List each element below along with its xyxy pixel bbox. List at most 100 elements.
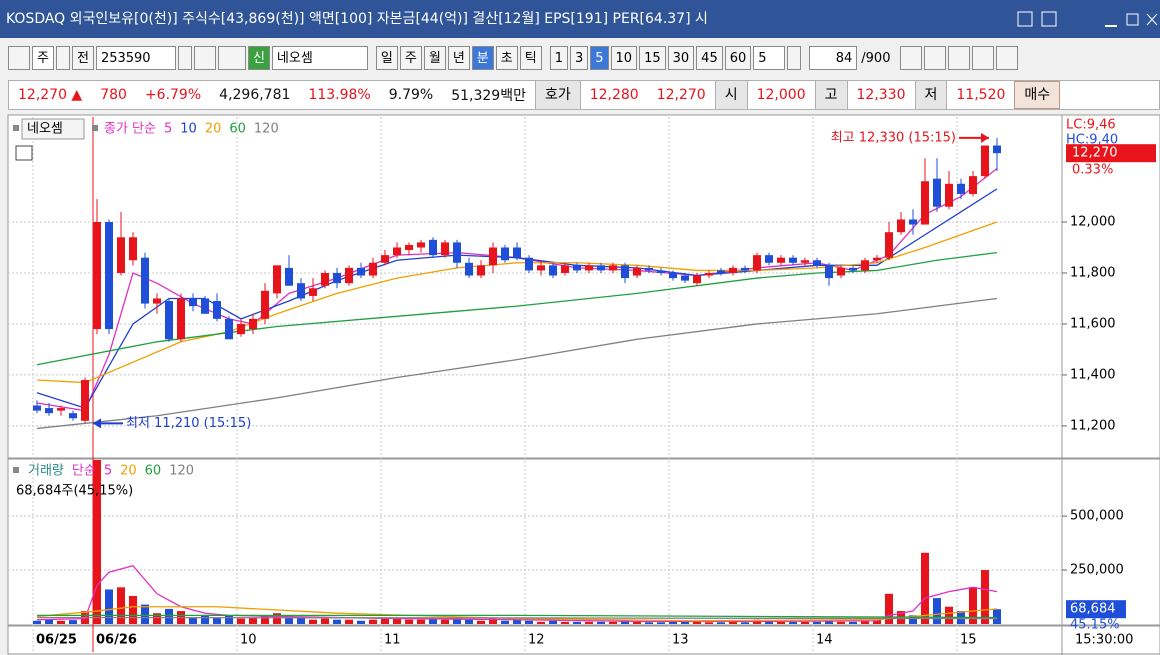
candle-body	[501, 247, 509, 261]
last-volume-box	[1066, 600, 1126, 619]
candle-body	[33, 405, 41, 411]
quote-up: 12,280	[589, 87, 639, 103]
candle-body	[933, 178, 941, 207]
panel-icon	[92, 125, 98, 131]
tool-icon[interactable]	[900, 46, 923, 70]
interval-button[interactable]: 15	[639, 46, 666, 70]
period-button[interactable]: 년	[447, 46, 470, 70]
icon[interactable]	[1017, 11, 1033, 27]
candle-body	[897, 219, 905, 233]
interval-button[interactable]: 1	[549, 46, 568, 70]
quote-up: 113.98%	[308, 87, 371, 103]
volume-bar	[741, 622, 749, 624]
x-tick-label: 14	[816, 633, 833, 648]
hc-label: HC:9,40	[1066, 133, 1118, 148]
candle-body	[333, 272, 341, 284]
period-button[interactable]: 일	[375, 46, 398, 70]
volume-bar	[789, 621, 797, 624]
interval-button[interactable]: 3	[569, 46, 589, 70]
candle-body	[93, 222, 101, 330]
candle-body	[801, 260, 809, 263]
count-input[interactable]: 84	[809, 46, 858, 70]
volume-bar	[285, 617, 293, 624]
volume-bar	[381, 618, 389, 624]
quote-label: 고	[814, 81, 848, 109]
x-tick-label: 15	[960, 633, 977, 648]
close[interactable]	[1146, 13, 1158, 26]
ma-line	[37, 614, 998, 619]
quote-plain: 4,296,781	[219, 87, 291, 103]
ma-line	[36, 616, 998, 620]
interval-button[interactable]: 45	[696, 46, 723, 70]
title-bar: KOSDAQ 외국인보유[0(천)] 주식수[43,869(천)] 액면[100…	[0, 0, 1160, 38]
period-button[interactable]: 틱	[519, 46, 542, 70]
quote-up: 12,000	[756, 87, 806, 103]
candle-body	[813, 260, 821, 266]
candle-body	[213, 301, 221, 319]
period-button[interactable]: 초	[495, 46, 518, 70]
volume-bar	[345, 619, 353, 624]
quote-row: 12,270 ▲ 780 +6.79% 4,296,781 113.98% 9.79% 51…	[8, 80, 1160, 110]
volume-bar	[105, 589, 113, 624]
volume-bar	[417, 619, 425, 624]
interval-button[interactable]: 10	[610, 46, 638, 70]
volume-panel	[7, 458, 1160, 626]
volume-bar	[249, 617, 257, 624]
volume-bar	[93, 460, 101, 624]
last-price-box	[1066, 144, 1156, 163]
quote-up: 780	[100, 87, 127, 103]
candle-body	[729, 267, 737, 273]
candle-body	[261, 290, 269, 319]
code-input[interactable]: 253590	[95, 46, 176, 70]
tool-icon[interactable]	[948, 46, 971, 70]
dropdown[interactable]	[787, 46, 802, 70]
panel-label-box	[21, 118, 85, 140]
volume-bar	[777, 621, 785, 624]
candle-body	[549, 265, 557, 276]
volume-bar	[69, 620, 77, 624]
volume-bar	[633, 621, 641, 624]
dropdown[interactable]	[177, 46, 192, 70]
candle-body	[129, 237, 137, 261]
arrow-head	[981, 132, 989, 143]
quote-button[interactable]: 매수	[1014, 81, 1061, 109]
period-button[interactable]: 주	[399, 46, 422, 70]
x-tick-label: 06/26	[96, 633, 137, 648]
table-icon[interactable]	[15, 145, 33, 161]
interval-button[interactable]: 5	[590, 46, 609, 70]
period-button[interactable]: 분	[471, 46, 494, 70]
market-select[interactable]: 주	[32, 46, 54, 70]
tool-icon[interactable]	[996, 46, 1019, 70]
candle-body	[525, 257, 533, 271]
volume-bar	[273, 613, 281, 624]
legend-item: 5	[164, 122, 172, 137]
dropdown[interactable]	[55, 46, 70, 70]
candle-body	[105, 222, 113, 330]
lc-label: LC:9,46	[1066, 118, 1116, 133]
maximize[interactable]	[1126, 13, 1139, 26]
interval-button[interactable]: 60	[724, 46, 752, 70]
candle-body	[849, 267, 857, 271]
volume-bar	[369, 619, 377, 624]
tool-icon[interactable]	[972, 46, 995, 70]
candle-body	[141, 257, 149, 304]
name-input[interactable]: 네오셈	[271, 46, 368, 70]
interval-button[interactable]: 30	[667, 46, 695, 70]
volume-bar	[393, 617, 401, 624]
quote-up: 12,270	[656, 87, 706, 103]
sound-button[interactable]	[217, 46, 246, 70]
tool-icon[interactable]	[924, 46, 947, 70]
icon-button[interactable]	[8, 46, 30, 70]
period-button[interactable]: 월	[423, 46, 446, 70]
candle-body	[645, 267, 653, 271]
multiplier-select[interactable]: 5	[753, 46, 786, 70]
candle-body	[657, 270, 665, 273]
annotation: 최저 11,210 (15:15)	[126, 416, 251, 431]
candle-body	[705, 272, 713, 276]
kind-button[interactable]: 전	[71, 46, 94, 70]
volume-bar	[585, 621, 593, 624]
icon[interactable]	[1041, 11, 1057, 27]
search-button[interactable]	[193, 46, 216, 70]
candle-body	[885, 232, 893, 258]
